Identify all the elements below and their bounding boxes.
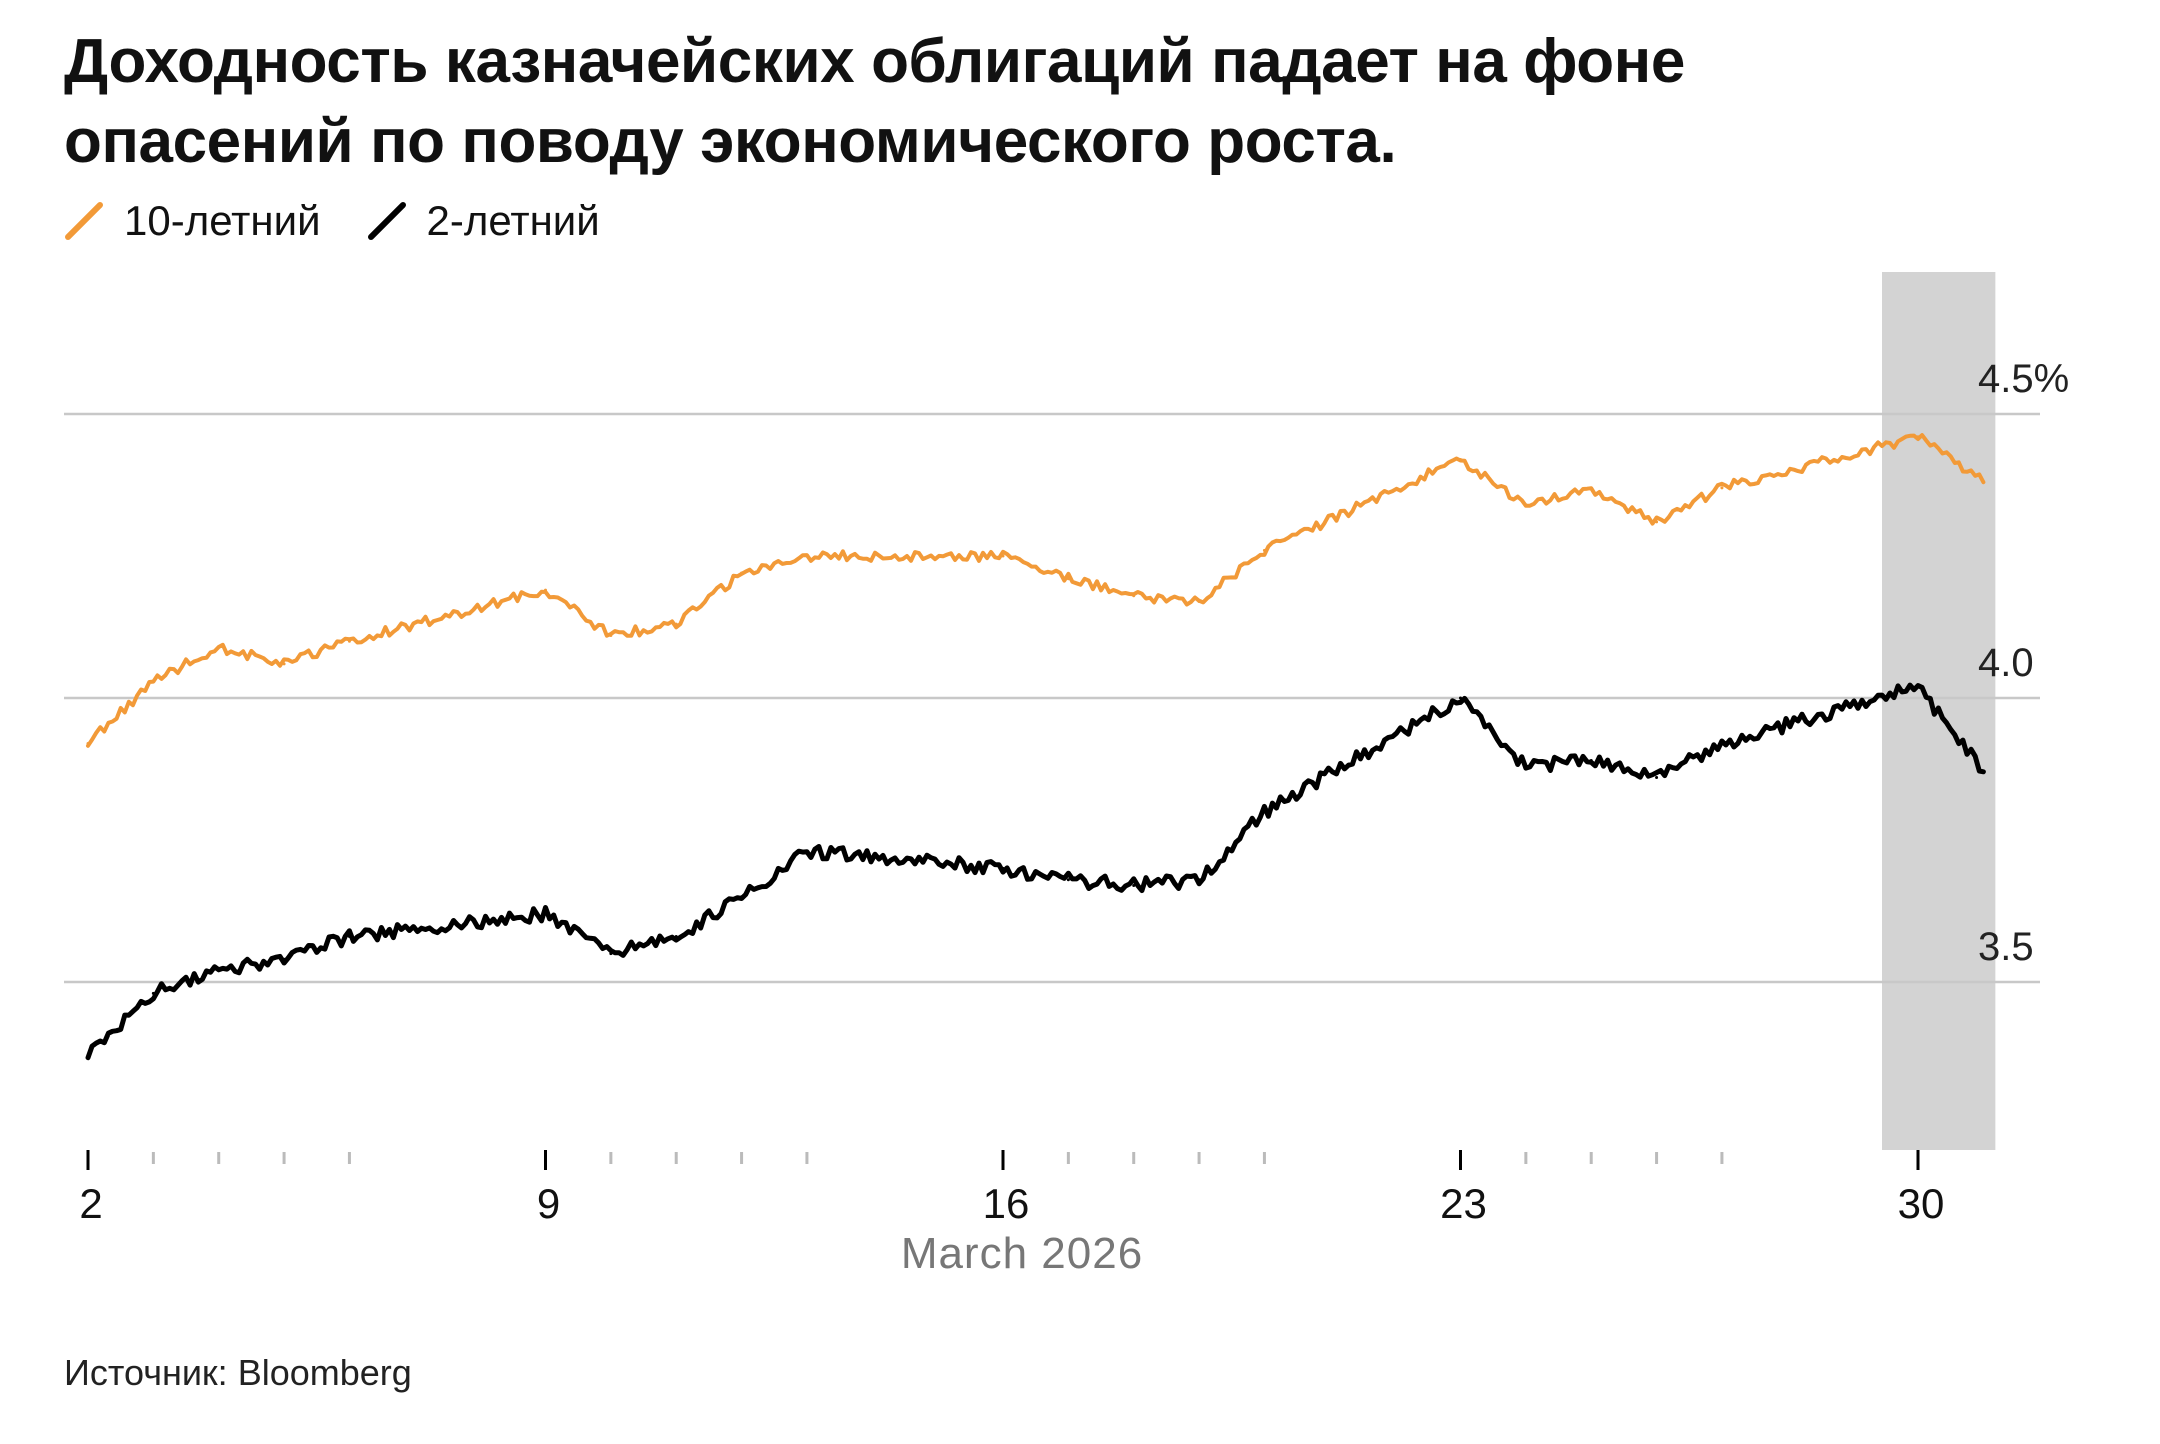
data-point-2y-1 <box>151 991 155 995</box>
y-tick-label-2: 4.5% <box>1978 357 2069 401</box>
data-point-10y-8 <box>740 571 744 575</box>
data-point-2y-10 <box>1001 866 1005 870</box>
data-point-10y-0 <box>86 741 90 745</box>
data-point-10y-20 <box>1916 435 1920 439</box>
x-tick-label-2: 16 <box>983 1180 1030 1227</box>
data-point-10y-11 <box>1066 577 1070 581</box>
legend-label-2y: 2-летний <box>426 197 600 244</box>
data-point-10y-15 <box>1459 457 1462 461</box>
data-point-2y-21 <box>1981 770 1985 774</box>
chart-title-line-1: Доходность казначейских облигаций падает… <box>64 27 1685 96</box>
data-point-2y-12 <box>1132 883 1136 887</box>
legend-swatch-10y <box>65 202 103 240</box>
data-point-10y-18 <box>1655 520 1659 524</box>
data-point-2y-13 <box>1197 878 1201 882</box>
legend-item-2y: 2-летний <box>367 197 600 245</box>
data-point-10y-2 <box>217 645 221 649</box>
data-point-10y-13 <box>1197 599 1201 603</box>
data-point-10y-17 <box>1589 486 1593 490</box>
series-line-2y <box>85 682 1986 1061</box>
legend-swatch-2y <box>367 202 406 240</box>
chart-title-line-2: опасений по поводу экономического роста. <box>64 107 1397 176</box>
data-point-10y-3 <box>282 662 286 666</box>
data-point-2y-5 <box>544 912 547 916</box>
data-point-10y-1 <box>151 679 155 683</box>
data-point-2y-4 <box>347 935 351 939</box>
data-point-10y-16 <box>1524 503 1528 507</box>
legend-item-10y: 10-летний <box>64 197 321 245</box>
data-point-2y-3 <box>282 957 286 961</box>
y-tick-label-0: 3.5 <box>1978 925 2034 969</box>
x-axis-label: March 2026 <box>901 1229 1143 1278</box>
x-tick-label-1: 9 <box>537 1180 560 1227</box>
data-point-2y-18 <box>1655 776 1659 780</box>
data-point-2y-17 <box>1589 758 1593 762</box>
data-point-2y-11 <box>1066 878 1070 882</box>
data-point-10y-5 <box>544 588 547 592</box>
data-point-2y-0 <box>86 1054 90 1058</box>
y-tick-label-1: 4.0 <box>1978 641 2034 685</box>
legend-label-10y: 10-летний <box>124 197 321 244</box>
chart-legend: 10-летний 2-летний <box>64 190 646 252</box>
data-point-2y-14 <box>1262 810 1266 814</box>
source-note: Источник: Bloomberg <box>64 1352 412 1393</box>
data-point-2y-15 <box>1459 696 1462 700</box>
x-tick-label-4: 30 <box>1898 1180 1945 1227</box>
data-point-10y-4 <box>347 639 351 643</box>
data-point-10y-12 <box>1132 594 1136 598</box>
line-chart: 3.5 4.0 4.5% 2 9 16 23 30 March 2026 <box>64 272 2069 1278</box>
data-point-2y-20 <box>1916 685 1920 689</box>
data-point-10y-6 <box>609 634 613 638</box>
chart-title: Доходность казначейских облигаций падает… <box>64 22 2024 182</box>
x-tick-label-3: 23 <box>1440 1180 1487 1227</box>
data-point-2y-2 <box>217 969 221 973</box>
data-point-2y-8 <box>740 895 744 899</box>
data-point-10y-10 <box>1001 554 1005 558</box>
x-tick-label-0: 2 <box>79 1180 102 1227</box>
data-point-10y-19 <box>1720 486 1724 490</box>
data-point-10y-21 <box>1981 480 1985 484</box>
data-point-2y-19 <box>1720 741 1724 745</box>
data-point-2y-16 <box>1524 764 1528 768</box>
series-line-10y <box>86 433 1986 748</box>
data-point-10y-9 <box>805 554 809 558</box>
data-point-2y-9 <box>805 849 809 853</box>
data-point-2y-7 <box>674 935 678 939</box>
data-point-10y-7 <box>674 622 678 626</box>
data-point-2y-6 <box>609 952 613 956</box>
data-point-10y-14 <box>1262 548 1266 552</box>
